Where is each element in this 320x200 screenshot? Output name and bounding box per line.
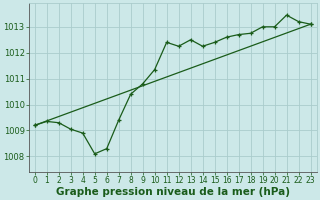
X-axis label: Graphe pression niveau de la mer (hPa): Graphe pression niveau de la mer (hPa): [56, 187, 290, 197]
